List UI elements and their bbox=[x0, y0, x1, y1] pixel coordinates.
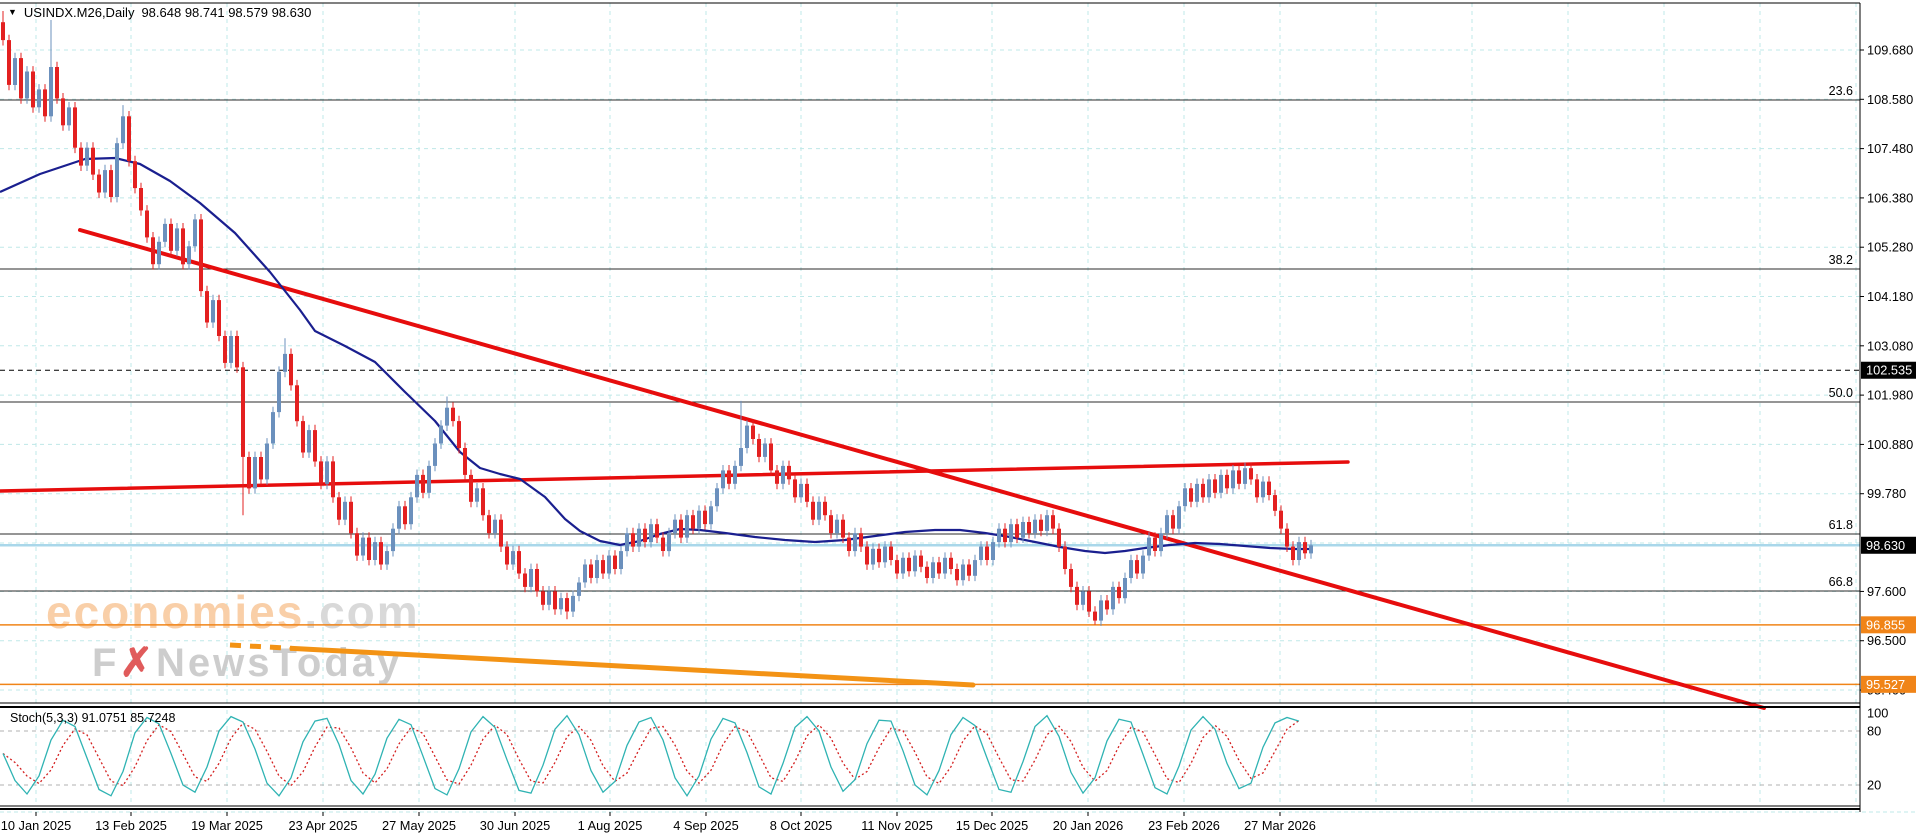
time-axis-label: 8 Oct 2025 bbox=[770, 818, 833, 833]
price-axis-label: 101.980 bbox=[1867, 388, 1913, 403]
price-axis-label: 109.680 bbox=[1867, 43, 1913, 58]
stochastic-main-line bbox=[2, 714, 1300, 798]
price-axis-label: 96.500 bbox=[1867, 633, 1906, 648]
chart-symbol-period: USINDX.M26,Daily bbox=[23, 5, 135, 20]
fib-label: 66.8 bbox=[1829, 575, 1853, 589]
rising-resistance bbox=[0, 460, 1350, 493]
price-tag-label: 95.527 bbox=[1866, 677, 1905, 692]
chart-title: ▼ USINDX.M26,Daily 98.648 98.741 98.579 98… bbox=[8, 5, 311, 20]
chart-frame bbox=[0, 2, 1916, 813]
price-tag-label: 98.630 bbox=[1866, 538, 1905, 553]
price-axis-label: 99.780 bbox=[1867, 486, 1906, 501]
time-axis-label: 27 May 2025 bbox=[382, 818, 456, 833]
time-axis-label: 15 Dec 2025 bbox=[956, 818, 1029, 833]
moving-average-line bbox=[0, 156, 1311, 555]
time-axis-label: 23 Apr 2025 bbox=[288, 818, 357, 833]
gridlines bbox=[0, 3, 1860, 806]
svg-text:F✗NewsToday: F✗NewsToday bbox=[92, 641, 402, 685]
price-axis-label: 97.600 bbox=[1867, 584, 1906, 599]
time-axis-label: 4 Sep 2025 bbox=[673, 818, 738, 833]
time-axis-label: 13 Feb 2025 bbox=[95, 818, 167, 833]
price-tag-label: 102.535 bbox=[1866, 363, 1912, 378]
chevron-down-icon[interactable]: ▼ bbox=[8, 7, 17, 17]
orange-support-dashed-start bbox=[229, 642, 293, 651]
price-axis-label: 104.180 bbox=[1867, 289, 1913, 304]
chart-ohlc-values: 98.648 98.741 98.579 98.630 bbox=[141, 5, 312, 20]
price-axis-label: 103.080 bbox=[1867, 338, 1913, 353]
falling-resistance bbox=[78, 228, 1766, 710]
price-axis-label: 108.580 bbox=[1867, 92, 1913, 107]
candlesticks bbox=[1, 11, 1313, 626]
price-axis-label: 107.480 bbox=[1867, 141, 1913, 156]
stoch-axis-label: 100 bbox=[1867, 706, 1888, 721]
time-axis-label: 27 Mar 2026 bbox=[1244, 818, 1316, 833]
time-axis-label: 1 Aug 2025 bbox=[578, 818, 643, 833]
fib-label: 50.0 bbox=[1829, 386, 1853, 400]
fibonacci-levels: 23.6 38.2 50.0 61.8 66.8 bbox=[0, 84, 1860, 592]
time-axis-label: 23 Feb 2026 bbox=[1148, 818, 1220, 833]
orange-support bbox=[289, 645, 976, 688]
stochastic-panel bbox=[0, 714, 1860, 798]
time-axis-label: 11 Nov 2025 bbox=[861, 818, 933, 833]
time-axis-label: 19 Mar 2025 bbox=[191, 818, 263, 833]
price-axis-label: 105.280 bbox=[1867, 240, 1913, 255]
stoch-axis-label: 20 bbox=[1867, 778, 1881, 793]
trendlines[interactable] bbox=[0, 228, 1766, 710]
stochastic-indicator-label: Stoch(5,3,3) 91.0751 85.7248 bbox=[10, 711, 176, 725]
time-axis-label: 30 Jun 2025 bbox=[480, 818, 550, 833]
price-axis-label: 106.380 bbox=[1867, 190, 1913, 205]
price-axis-label: 100.880 bbox=[1867, 437, 1913, 452]
time-axis: 10 Jan 2025 13 Feb 2025 19 Mar 2025 23 Apr … bbox=[1, 812, 1316, 833]
fib-label: 38.2 bbox=[1829, 253, 1853, 267]
svg-text:economies.com: economies.com bbox=[46, 586, 420, 638]
fib-label: 23.6 bbox=[1829, 84, 1853, 98]
time-axis-label: 20 Jan 2026 bbox=[1053, 818, 1123, 833]
price-axis: 109.680 108.580 107.480 106.380 105.280 104.1… bbox=[1860, 43, 1913, 793]
time-axis-label: 10 Jan 2025 bbox=[1, 818, 71, 833]
stochastic-signal-line bbox=[2, 719, 1300, 787]
stoch-axis-label: 80 bbox=[1867, 724, 1881, 739]
fib-label: 61.8 bbox=[1829, 518, 1853, 532]
price-tag-label: 96.855 bbox=[1866, 617, 1905, 632]
price-tags: 102.535 98.630 96.855 95.527 bbox=[1861, 361, 1916, 693]
